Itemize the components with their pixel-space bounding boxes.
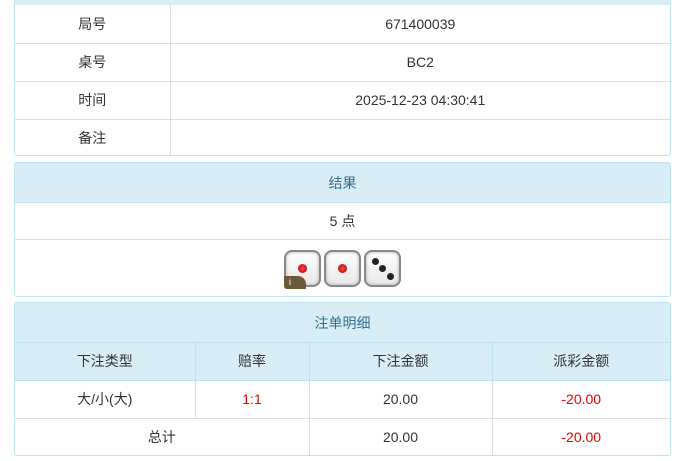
info-row-time: 时间 2025-12-23 04:30:41	[15, 80, 670, 120]
die-1-icon: i	[284, 249, 321, 289]
payout: -20.00	[491, 379, 670, 419]
info-panel: 局号 671400039 桌号 BC2 时间 2025-12-23 04:30:41 …	[14, 0, 671, 156]
total-amount: 20.00	[308, 417, 493, 455]
die-3-icon	[364, 249, 401, 287]
table-row: 大/小(大) 1:1 20.00 -20.00	[15, 379, 670, 419]
table-number: BC2	[169, 42, 670, 82]
info-badge[interactable]: i	[284, 275, 306, 289]
col-odds: 赔率	[194, 343, 310, 381]
label: 桌号	[15, 42, 171, 82]
bet-details-panel: 注单明细 下注类型 赔率 下注金额 派彩金额 大/小(大) 1:1 20.00 -20.00…	[14, 302, 671, 456]
info-row-table: 桌号 BC2	[15, 42, 670, 82]
label: 局号	[15, 5, 171, 44]
label: 时间	[15, 80, 171, 120]
col-bet-type: 下注类型	[15, 343, 196, 381]
result-title: 结果	[15, 163, 670, 203]
label: 备注	[15, 118, 171, 155]
total-label: 总计	[15, 417, 310, 455]
odds: 1:1	[194, 379, 310, 419]
col-bet-amount: 下注金额	[308, 343, 493, 381]
time-value: 2025-12-23 04:30:41	[169, 80, 670, 120]
bet-type: 大/小(大)	[15, 379, 196, 419]
result-points: 5 点	[15, 203, 670, 240]
col-payout: 派彩金额	[491, 343, 670, 381]
bet-details-title: 注单明细	[15, 303, 670, 343]
total-row: 总计 20.00 -20.00	[15, 417, 670, 455]
bet-amount: 20.00	[308, 379, 493, 419]
die-1-icon	[324, 249, 361, 287]
info-row-round: 局号 671400039	[15, 5, 670, 44]
dice-display: i	[15, 240, 670, 296]
info-row-remark: 备注	[15, 118, 670, 155]
result-panel: 结果 5 点 i	[14, 162, 671, 297]
remark-value	[169, 118, 670, 155]
total-payout: -20.00	[491, 417, 670, 455]
round-number: 671400039	[169, 5, 670, 44]
